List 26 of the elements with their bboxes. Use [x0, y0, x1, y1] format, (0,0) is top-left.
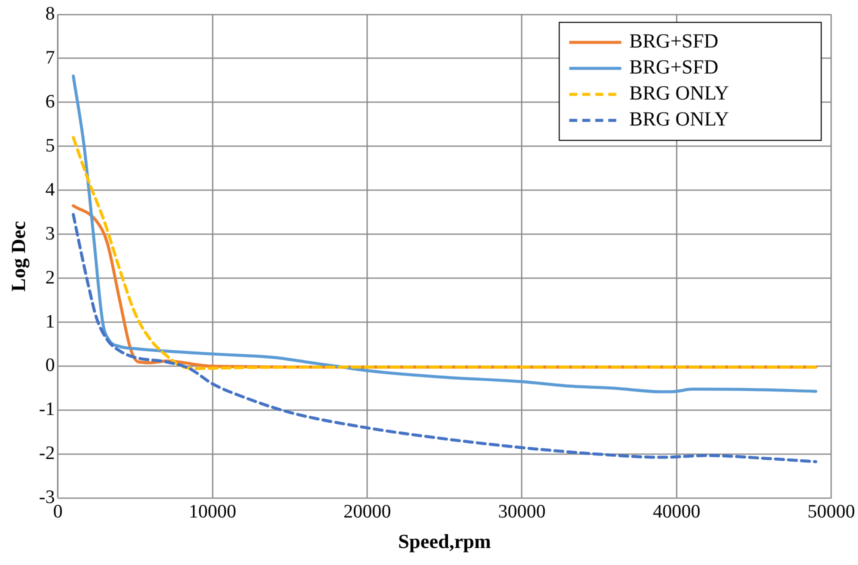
legend-label: BRG+SFD [629, 56, 718, 79]
line-series [72, 136, 818, 370]
y-tick-label: 0 [45, 355, 55, 376]
line-series [72, 213, 818, 464]
x-tick-label: 40000 [652, 502, 700, 523]
legend-label: BRG ONLY [629, 82, 729, 105]
y-tick-label: 7 [45, 47, 55, 68]
x-tick-label: 20000 [343, 502, 391, 523]
y-tick-label: 8 [45, 3, 55, 24]
y-tick-label: -1 [39, 399, 55, 420]
x-tick-label: 50000 [808, 502, 855, 523]
x-tick-label: 30000 [498, 502, 546, 523]
y-tick-label: 5 [45, 135, 55, 156]
y-tick-label: 4 [45, 179, 56, 200]
legend-label: BRG ONLY [629, 108, 729, 131]
legend-label: BRG+SFD [629, 30, 718, 53]
x-axis-title: Speed,rpm [398, 531, 492, 554]
y-tick-label: 1 [45, 311, 55, 332]
y-tick-label: 6 [45, 91, 55, 112]
y-tick-label: 3 [45, 223, 55, 244]
y-axis-title: Log Dec [8, 220, 30, 292]
x-tick-label: 10000 [188, 502, 236, 523]
line-series [72, 74, 818, 394]
y-tick-label: -2 [39, 443, 55, 464]
y-tick-label: 2 [45, 267, 55, 288]
y-tick-label: -3 [39, 487, 55, 508]
